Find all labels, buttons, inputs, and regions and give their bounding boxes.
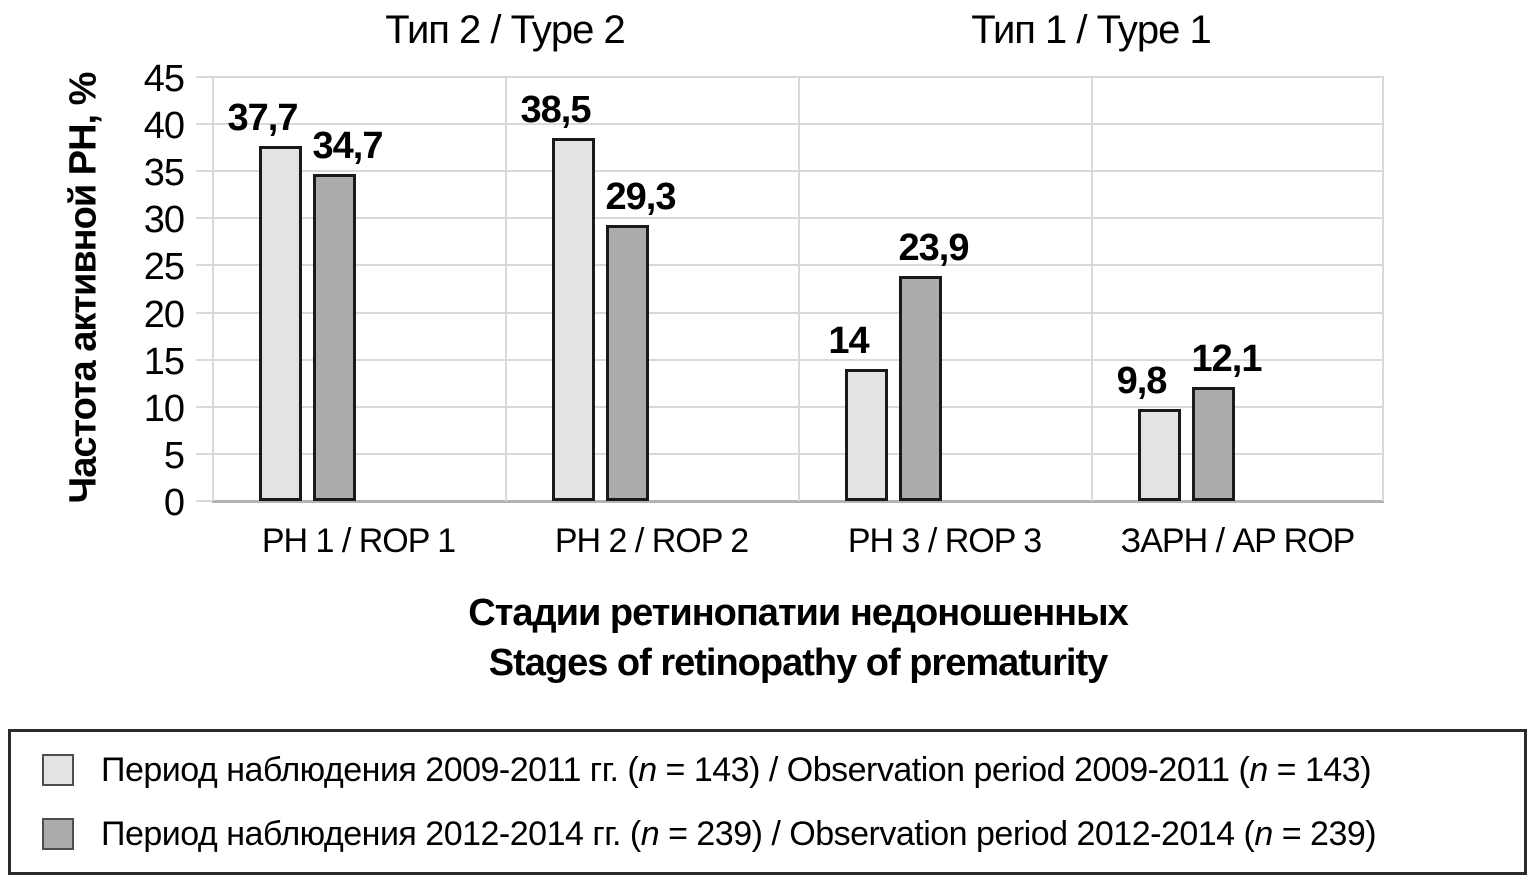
legend-label-n-italic: n xyxy=(1249,750,1268,789)
y-tick-mark xyxy=(196,452,212,455)
y-tick-mark xyxy=(196,170,212,173)
x-axis-title-en: Stages of retinopathy of prematurity xyxy=(488,642,1109,684)
y-tick-mark xyxy=(196,123,212,126)
y-tick-mark xyxy=(196,358,212,361)
gridline-vertical xyxy=(798,77,800,501)
legend-label-text: Период наблюдения 2012-2014 гг. ( xyxy=(101,814,641,853)
y-tick-mark xyxy=(196,76,212,78)
bar-series1-РН 1 / ROP 1 xyxy=(259,145,302,501)
bar-value-label: 12,1 xyxy=(1191,338,1263,380)
gridline-vertical xyxy=(1382,77,1384,501)
x-category-label: ЗАРН / AP ROP xyxy=(1120,522,1356,560)
plot-area: 37,7 38,5 14 9,8 34,7 29,3 23,9 12,1 xyxy=(212,76,1384,503)
legend-label-text: = 143) xyxy=(1267,750,1372,789)
legend-label: Период наблюдения 2009-2011 гг. (n = 143… xyxy=(101,750,1372,790)
bar-series1-РН 3 / ROP 3 xyxy=(845,369,888,501)
bar-value-label: 29,3 xyxy=(605,175,677,218)
y-tick-label: 45 xyxy=(143,58,185,100)
legend-item-1: Период наблюдения 2009-2011 гг. (n = 143… xyxy=(11,738,1524,802)
bar-value-label: 9,8 xyxy=(1116,359,1168,402)
gridline-vertical xyxy=(212,77,214,501)
x-category-label: РН 3 / ROP 3 xyxy=(847,522,1042,560)
y-tick-label: 30 xyxy=(143,199,185,242)
y-tick-mark xyxy=(196,217,212,220)
legend-label: Период наблюдения 2012-2014 гг. (n = 239… xyxy=(101,814,1377,854)
legend-box: Период наблюдения 2009-2011 гг. (n = 143… xyxy=(8,729,1527,875)
y-tick-label: 5 xyxy=(163,434,185,477)
bar-value-label: 37,7 xyxy=(227,96,299,139)
x-axis-title-ru: Стадии ретинопатии недоношенных xyxy=(468,592,1128,634)
gridline-horizontal xyxy=(212,500,1384,503)
legend-label-n-italic: n xyxy=(640,814,660,853)
bar-series2-РН 3 / ROP 3 xyxy=(899,275,942,501)
legend-label-text: = 239) xyxy=(1272,814,1377,853)
x-category-label: РН 2 / ROP 2 xyxy=(554,522,749,560)
group-title-type2: Тип 2 / Type 2 xyxy=(385,8,625,52)
y-tick-label: 40 xyxy=(143,105,185,148)
x-category-label: РН 1 / ROP 1 xyxy=(261,522,456,560)
bar-series2-РН 1 / ROP 1 xyxy=(313,174,356,501)
bar-series2-ЗАРН / AP ROP xyxy=(1192,387,1235,501)
y-tick-label: 35 xyxy=(143,152,185,195)
bar-value-label: 38,5 xyxy=(520,89,592,132)
legend-swatch xyxy=(42,754,74,786)
legend-item-2: Период наблюдения 2012-2014 гг. (n = 239… xyxy=(11,802,1524,866)
bar-series2-РН 2 / ROP 2 xyxy=(606,224,649,501)
y-tick-mark xyxy=(196,405,212,408)
group-title-type1: Тип 1 / Type 1 xyxy=(971,8,1211,52)
legend-label-text: Период наблюдения 2009-2011 гг. ( xyxy=(101,750,639,789)
bar-value-label: 23,9 xyxy=(898,226,970,269)
y-tick-mark xyxy=(196,311,212,314)
bar-value-label: 14 xyxy=(828,320,869,363)
bar-value-label: 34,7 xyxy=(312,125,384,168)
y-tick-label: 15 xyxy=(143,340,185,383)
legend-label-text: = 239) / Observation period 2012-2014 ( xyxy=(659,814,1255,853)
legend-label-n-italic: n xyxy=(1254,814,1273,853)
legend-label-n-italic: n xyxy=(638,750,657,789)
legend-swatch xyxy=(42,818,74,850)
y-tick-label: 10 xyxy=(143,387,185,430)
bar-series1-РН 2 / ROP 2 xyxy=(552,138,595,501)
gridline-vertical xyxy=(1091,77,1093,501)
y-tick-mark xyxy=(196,264,212,267)
legend-label-text: = 143) / Observation period 2009-2011 ( xyxy=(656,750,1250,789)
y-tick-label: 20 xyxy=(143,293,185,336)
y-tick-mark xyxy=(196,500,212,502)
gridline-vertical xyxy=(505,77,507,501)
y-tick-label: 25 xyxy=(143,246,185,289)
bar-series1-ЗАРН / AP ROP xyxy=(1138,408,1181,501)
y-tick-label: 0 xyxy=(163,482,185,524)
